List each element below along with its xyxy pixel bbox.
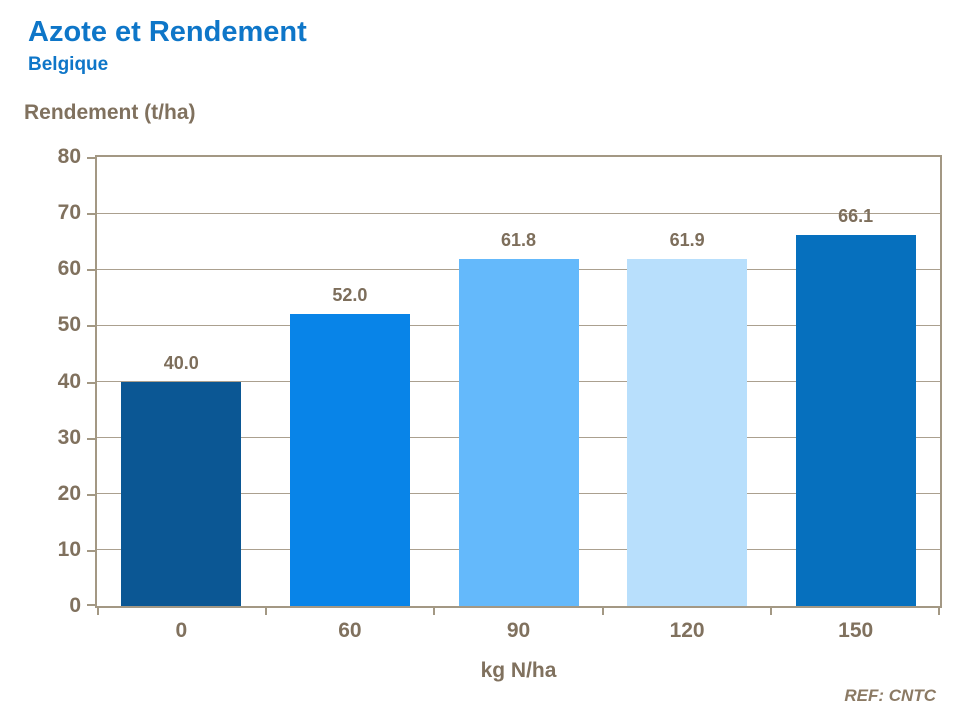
bar-0 [121,381,242,606]
bar-90 [458,259,579,606]
y-axis-label-20: 20 [57,481,81,505]
x-axis-label-120: 120 [669,619,705,642]
x-axis-tick-0 [97,606,99,615]
bar-value-label-150: 66.1 [838,206,874,226]
x-axis-tick-3 [601,606,604,615]
bar-60 [289,314,410,606]
y-axis-label-0: 0 [69,594,81,617]
bar-120 [627,258,748,606]
y-axis-tick-70 [87,213,97,216]
plot-area: 0 10 20 30 40 50 60 70 80 40.0 0 52.0 60 61.8 90 61.9 12… [58,145,942,682]
y-axis-tick-80 [87,157,97,159]
y-axis-tick-20 [87,493,97,496]
y-axis-label-10: 10 [57,537,81,561]
chart-title: Azote et Rendement [28,16,307,48]
x-axis-title: kg N/ha [480,659,557,682]
y-axis-label-80: 80 [57,145,81,168]
y-axis-tick-50 [87,325,97,328]
bar-value-label-120: 61.9 [669,229,705,250]
x-axis-label-90: 90 [506,619,531,642]
y-axis-tick-30 [87,437,97,440]
x-axis-tick-5 [938,606,940,615]
y-axis-label-70: 70 [57,201,81,225]
bar-value-label-0: 40.0 [163,352,199,373]
y-axis-tick-40 [87,381,97,384]
bar-150 [795,235,916,606]
x-axis-tick-2 [433,606,436,615]
reference-text: REF: CNTC [844,686,936,705]
chart-subtitle: Belgique [28,54,109,75]
y-axis-label-50: 50 [57,313,81,337]
x-axis-tick-4 [770,606,773,615]
x-axis-tick-1 [264,606,267,615]
y-axis-label-40: 40 [57,369,81,393]
y-axis-tick-60 [87,269,97,272]
bar-value-label-60: 52.0 [332,285,368,306]
y-axis-tick-0 [87,604,97,606]
bar-value-label-90: 61.8 [500,230,537,251]
x-axis-label-60: 60 [338,619,362,642]
y-axis-title: Rendement (t/ha) [24,101,196,124]
x-axis-label-0: 0 [175,619,188,642]
x-axis-label-150: 150 [838,619,874,642]
gridline-y-70 [97,212,940,214]
y-axis-label-60: 60 [57,257,81,281]
y-axis-label-30: 30 [57,425,81,449]
y-axis-tick-10 [87,549,97,552]
